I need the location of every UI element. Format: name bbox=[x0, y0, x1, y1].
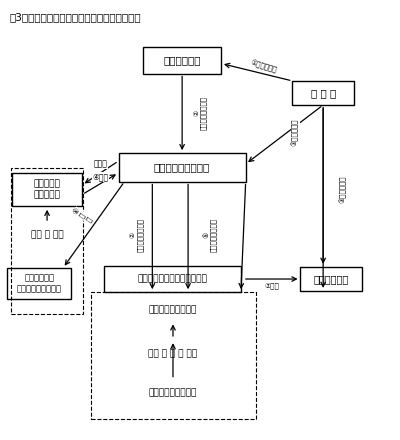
Text: 都道府県教育委員会: 都道府県教育委員会 bbox=[154, 162, 210, 172]
Text: ③見本の送付: ③見本の送付 bbox=[340, 176, 346, 203]
Text: 諮　問: 諮 問 bbox=[94, 160, 108, 169]
Text: 文部科学大臣: 文部科学大臣 bbox=[163, 55, 201, 66]
Bar bbox=[12, 173, 82, 206]
Text: ⑥
開
催: ⑥ 開 催 bbox=[72, 207, 93, 224]
Text: 採択地区内市町村教育委員会: 採択地区内市町村教育委員会 bbox=[137, 275, 207, 283]
Bar bbox=[91, 292, 256, 419]
Text: 国・私立学校: 国・私立学校 bbox=[314, 274, 349, 284]
Text: 教科用図書
選定審議会: 教科用図書 選定審議会 bbox=[34, 180, 60, 199]
Bar bbox=[11, 168, 83, 314]
Text: 発 行 者: 発 行 者 bbox=[310, 88, 336, 98]
Text: ③見本の送付: ③見本の送付 bbox=[292, 119, 299, 147]
Text: ②
教科書目録の送付: ② 教科書目録の送付 bbox=[193, 96, 207, 130]
Bar bbox=[300, 267, 362, 291]
Text: ②
教科書目録の送付: ② 教科書目録の送付 bbox=[130, 218, 143, 252]
Text: ①書目の届出: ①書目の届出 bbox=[249, 59, 278, 74]
Bar bbox=[118, 153, 246, 182]
Bar bbox=[143, 47, 221, 73]
Text: 図3　義務教育諸学校用教科書の採択の仕組み: 図3 義務教育諸学校用教科書の採択の仕組み bbox=[9, 12, 141, 22]
Text: （調 査 員）: （調 査 員） bbox=[31, 231, 63, 240]
Text: 教科書展示会
（教科書センター）: 教科書展示会 （教科書センター） bbox=[17, 274, 62, 293]
Text: ④答申: ④答申 bbox=[93, 172, 109, 182]
Text: （選 定 委 員 会）: （選 定 委 員 会） bbox=[148, 349, 198, 358]
Text: （採択地区協議会）: （採択地区協議会） bbox=[149, 305, 197, 314]
Bar bbox=[104, 266, 241, 292]
Bar bbox=[7, 268, 71, 299]
Bar bbox=[292, 81, 354, 105]
Text: ⑤
指導・助言・援助: ⑤ 指導・助言・援助 bbox=[203, 218, 217, 252]
Text: ⑦採択: ⑦採択 bbox=[265, 282, 280, 289]
Text: （調　　査　　員）: （調 査 員） bbox=[149, 388, 197, 397]
